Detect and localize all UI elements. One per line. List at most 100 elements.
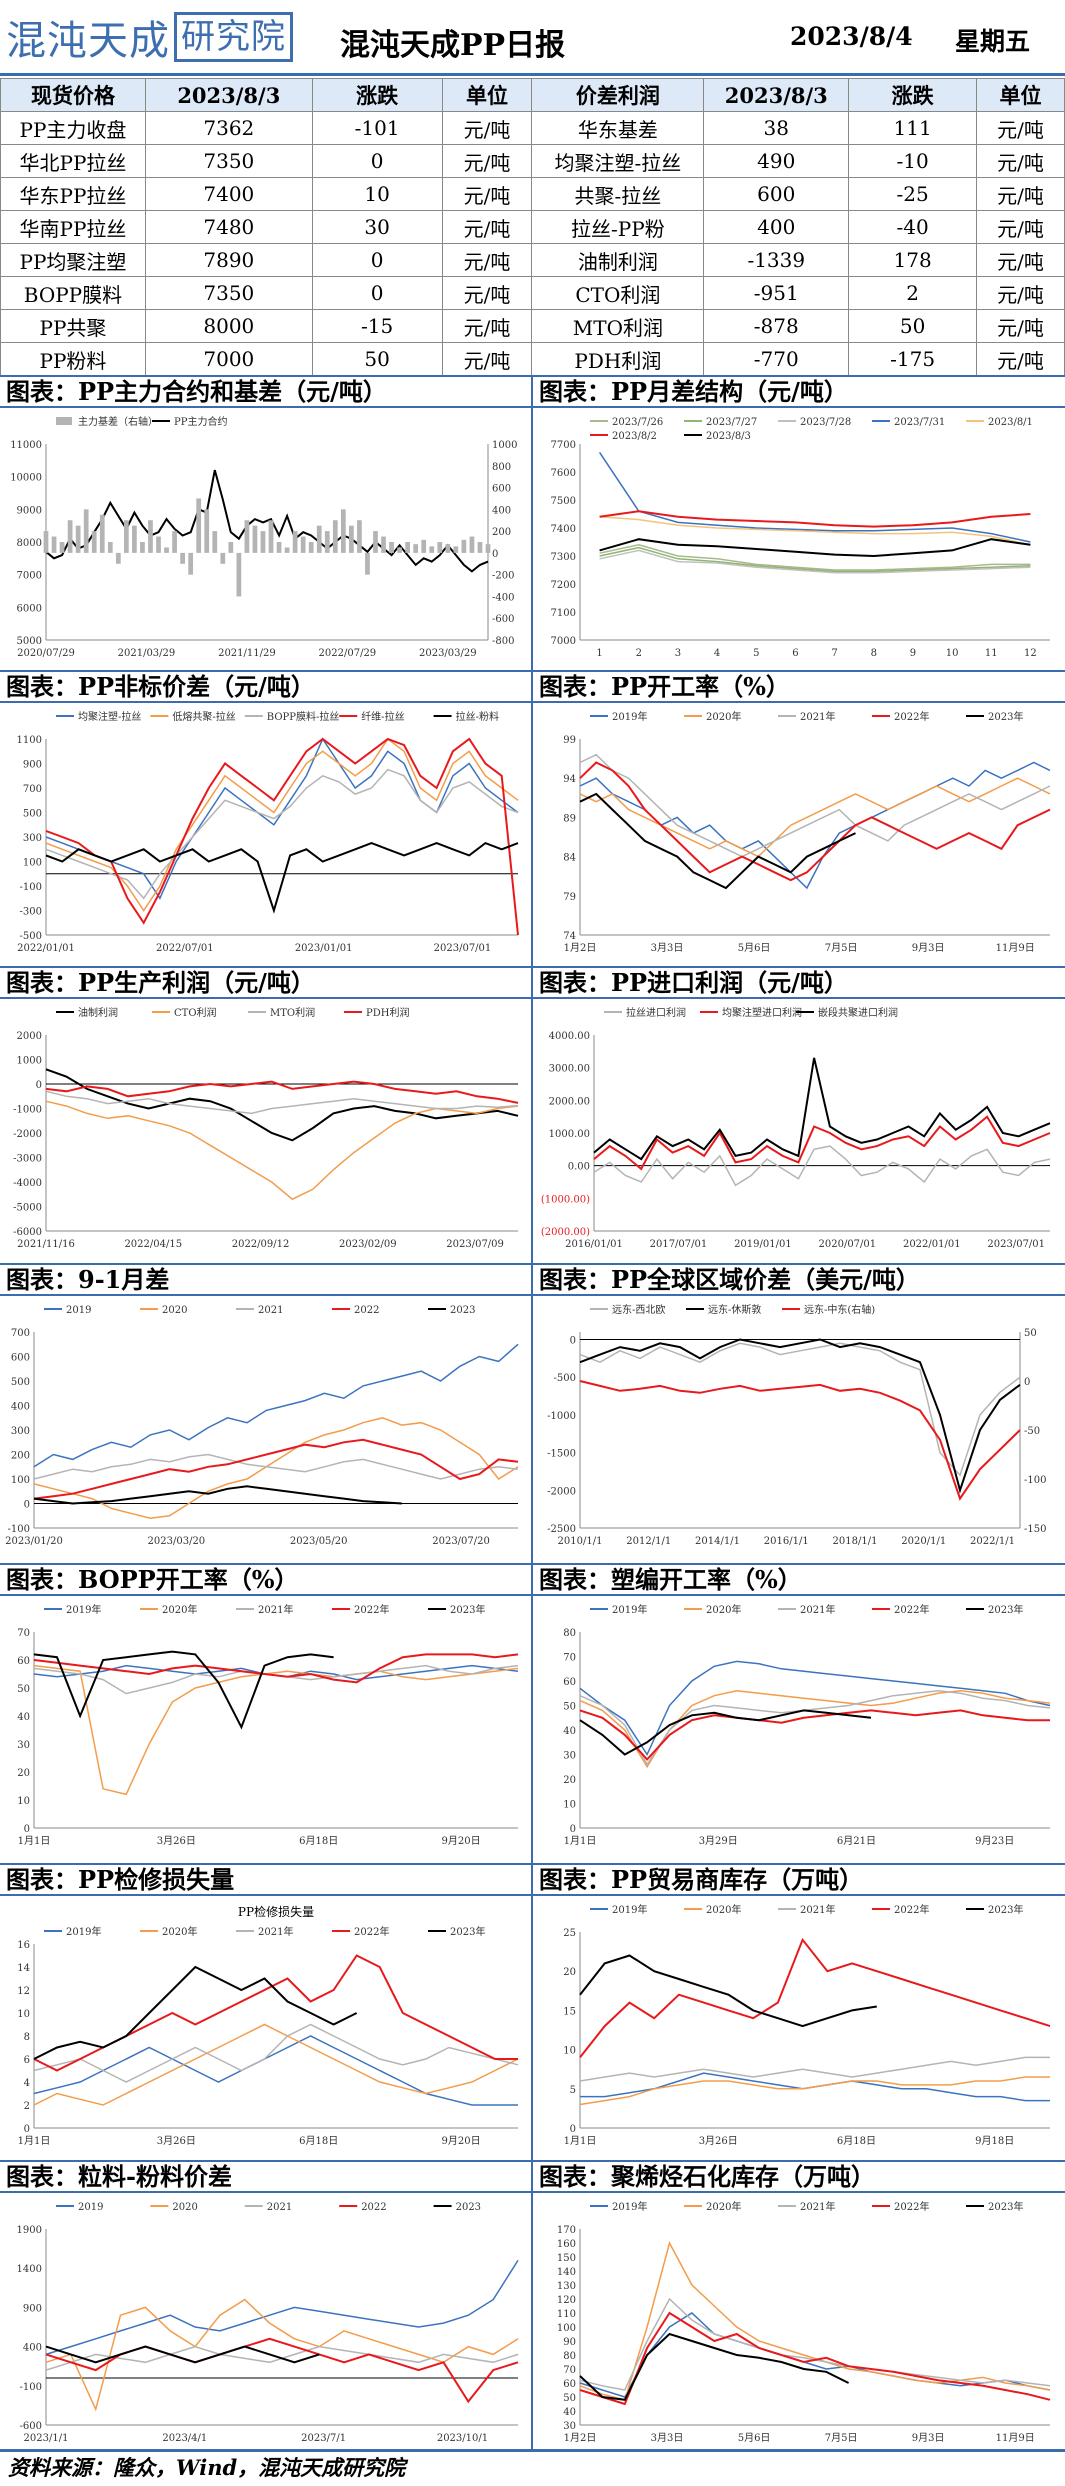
y-tick-label: 12 <box>17 1986 30 1997</box>
chart-c3: 均聚注塑-拉丝 低熔共聚-拉丝 BOPP膜料-拉丝 纤维-拉丝 拉丝-粉料 -500 -30… <box>17 710 519 954</box>
legend-entry: BOPP膜料-拉丝 <box>244 710 339 723</box>
legend-entry: 2021年 <box>236 1603 293 1616</box>
bar-mark <box>67 520 73 553</box>
y-tick-label: 2000 <box>17 1031 42 1042</box>
chart-section-title: 图表：PP全球区域价差（美元/吨） <box>533 1263 1065 1296</box>
table-cell: -175 <box>848 342 978 376</box>
legend-label: 纤维-拉丝 <box>361 710 404 723</box>
series-line <box>33 1965 358 2060</box>
y-tick-label: -1000 <box>13 1105 42 1116</box>
y-tick-label: 10000 <box>10 473 42 484</box>
y-tick-label: 16 <box>17 1940 30 1951</box>
bar-mark <box>469 536 475 553</box>
table-row: PP均聚注塑 7890 0 元/吨 油制利润 -1339 178 元/吨 <box>0 243 1065 277</box>
y-tick-label: (2000.00) <box>541 1227 590 1238</box>
legend-entry: 2020 <box>150 2202 198 2213</box>
x-tick-label: 5月6日 <box>738 2432 771 2444</box>
bar-mark <box>421 539 427 553</box>
legend-entry: 2019年 <box>590 710 647 723</box>
y-tick-label: 1900 <box>17 2225 42 2236</box>
chart-section-title: 图表：PP进口利润（元/吨） <box>533 966 1065 999</box>
x-tick-label: 2022/07/29 <box>319 648 377 659</box>
x-tick-label: 2023/10/1 <box>437 2433 488 2444</box>
legend-label: 2020年 <box>162 1925 197 1938</box>
x-tick-label: 1月2日 <box>564 942 597 954</box>
bar-mark <box>212 531 218 553</box>
series-line <box>579 761 1051 882</box>
bar-mark <box>252 525 258 553</box>
bar-mark <box>43 531 49 553</box>
x-tick-label: 2017/07/01 <box>650 1239 708 1250</box>
legend-entry: 2023年 <box>428 1925 485 1938</box>
y-tick-label: 100 <box>11 1475 30 1486</box>
bar-mark <box>381 536 386 553</box>
y2-tick-label: 50 <box>1024 1328 1037 1339</box>
x-tick-label: 2023/7/1 <box>301 2433 346 2444</box>
table-row: 华北PP拉丝 7350 0 元/吨 均聚注塑-拉丝 490 -10 元/吨 <box>0 144 1065 178</box>
bar-mark <box>156 536 161 553</box>
series-line <box>579 1660 1051 1757</box>
y-tick-label: 7100 <box>551 608 576 619</box>
y-tick-label: 25 <box>563 1928 576 1939</box>
chart-c2: 2023/7/26 2023/7/27 2023/7/28 2023/7/31 2023… <box>551 417 1050 659</box>
y-tick-label: 10 <box>563 1800 576 1811</box>
table-cell: -951 <box>703 276 850 310</box>
x-tick-label: 3月3日 <box>651 2432 684 2444</box>
legend-entry: 远东-中东(右轴) <box>782 1303 875 1316</box>
table-cell: PP粉料 <box>0 342 146 376</box>
table-header-cell: 单位 <box>441 78 533 112</box>
bar-mark <box>188 552 194 575</box>
legend-label: 2022年 <box>894 710 929 723</box>
legend-label: 2019年 <box>612 710 647 723</box>
table-cell: 元/吨 <box>441 276 533 310</box>
bar-mark <box>140 542 145 553</box>
legend-label: 2020年 <box>706 710 741 723</box>
legend-entry: 2022年 <box>872 710 929 723</box>
y-tick-label: 15 <box>563 2006 576 2017</box>
series-line <box>593 1145 1051 1187</box>
y-tick-label: 90 <box>563 2337 576 2348</box>
table-cell: 490 <box>703 144 850 178</box>
y-tick-label: 0 <box>570 1336 576 1347</box>
table-cell: 400 <box>703 210 850 244</box>
x-tick-label: 1月1日 <box>564 2135 597 2147</box>
x-tick-label: 2020/1/1 <box>901 1536 946 1547</box>
table-cell: 8000 <box>144 309 313 343</box>
table-cell: 元/吨 <box>441 243 533 277</box>
table-cell: 元/吨 <box>441 309 533 343</box>
legend-label: 2019年 <box>66 1603 101 1616</box>
bar-mark <box>397 547 402 553</box>
table-header-cell: 2023/8/3 <box>703 78 850 112</box>
x-tick-label: 2023/01/20 <box>5 1536 63 1547</box>
legend-label: 2021年 <box>800 2200 835 2213</box>
x-tick-label: 1月2日 <box>564 2432 597 2444</box>
bar-mark <box>405 542 411 553</box>
chart-c13: 2019 2020 2021 2022 2023 -600 -100 400 900 1400 19… <box>17 2202 519 2444</box>
bar-mark <box>236 552 242 597</box>
y-tick-label: 50 <box>563 2393 576 2404</box>
legend-entry: 2023年 <box>966 1903 1023 1916</box>
x-tick-label: 3月3日 <box>651 942 684 954</box>
legend-label: 2021年 <box>258 1603 293 1616</box>
y-tick-label: 900 <box>23 760 42 771</box>
x-tick-label: 2019/01/01 <box>734 1239 792 1250</box>
y-tick-label: 0 <box>24 2124 30 2135</box>
series-line <box>599 516 1031 546</box>
y-tick-label: 89 <box>563 813 576 824</box>
series-line <box>579 2076 1050 2106</box>
chart-c9: 2019年 2020年 2021年 2022年 2023年 0 10 20 30 40 50 60 70… <box>17 1603 519 1847</box>
legend-label: 嵌段共聚进口利润 <box>818 1006 898 1019</box>
y-tick-label: 94 <box>563 774 576 785</box>
x-tick-label: 2021/03/29 <box>118 648 176 659</box>
bar-mark <box>349 525 354 553</box>
x-tick-label: 3月26日 <box>699 2135 738 2147</box>
x-tick-label: 2023/07/20 <box>432 1536 490 1547</box>
table-row: PP粉料 7000 50 元/吨 PDH利润 -770 -175 元/吨 <box>0 342 1065 376</box>
table-cell: PP共聚 <box>0 309 146 343</box>
legend-label: 2020 <box>162 1305 187 1316</box>
x-tick-label: 2023/07/01 <box>434 943 492 954</box>
x-tick-label: 2023/4/1 <box>162 2433 207 2444</box>
y2-tick-label: 200 <box>492 527 511 538</box>
y-tick-label: 500 <box>11 1377 30 1388</box>
chart-c1: 主力基差（右轴） PP主力合约50006000700080009000100001… <box>10 415 517 659</box>
